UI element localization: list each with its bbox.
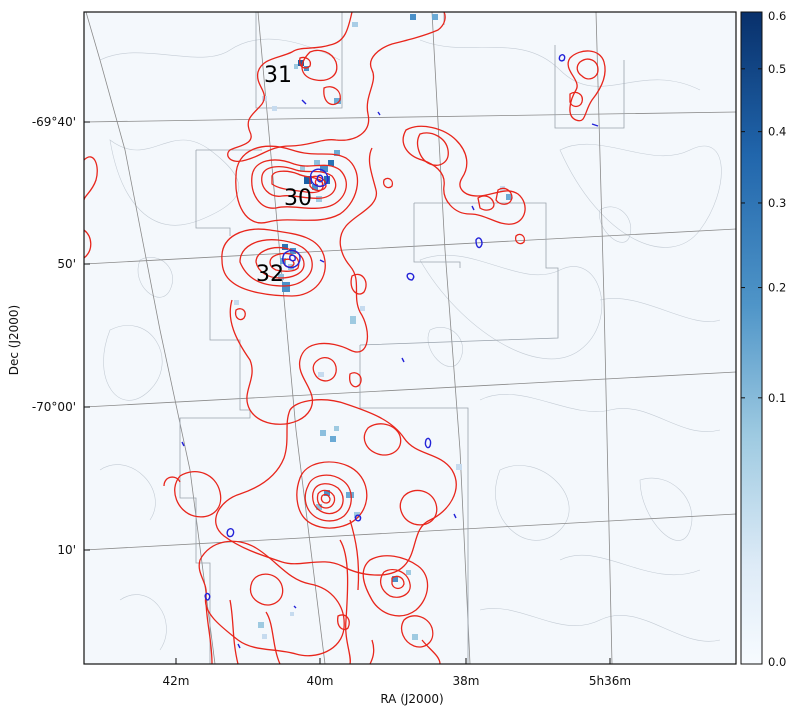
colorbar-tick-label: 0.5 <box>768 62 786 76</box>
region-label-32: 32 <box>256 262 284 287</box>
colorbar-tick-label: 0.6 <box>768 9 786 23</box>
colorbar-tick-label: 0.0 <box>768 655 786 669</box>
blue-contours <box>181 54 599 649</box>
ra-tick-labels: 42m 40m 38m 5h36m <box>163 674 632 688</box>
colorbar-tick-label: 0.4 <box>768 125 786 139</box>
map-background <box>84 12 736 664</box>
y-axis-title: Dec (J2000) <box>7 305 21 375</box>
colorbar-tick-label: 0.1 <box>768 391 786 405</box>
colorbar-ticks: 0.6 0.5 0.4 0.3 0.2 0.1 0.0 <box>741 9 786 669</box>
red-contours <box>84 12 606 664</box>
region-labels: 31 30 32 <box>256 63 312 287</box>
region-label-30: 30 <box>284 186 312 211</box>
axis-ticks <box>84 121 611 664</box>
colorbar: 0.6 0.5 0.4 0.3 0.2 0.1 0.0 <box>740 9 786 669</box>
ra-tick-label: 40m <box>307 674 334 688</box>
dec-tick-label: -69°40' <box>32 115 76 129</box>
map-panel: 31 30 32 42m 40m 38m 5h36m -69°4 <box>7 11 737 706</box>
dec-tick-label: 50' <box>57 257 76 271</box>
dec-tick-label: 10' <box>57 543 76 557</box>
ra-tick-label: 38m <box>453 674 480 688</box>
ra-tick-label: 42m <box>163 674 190 688</box>
map-frame <box>83 11 737 665</box>
colorbar-tick-label: 0.3 <box>768 196 786 210</box>
dec-tick-label: -70°00' <box>32 400 76 414</box>
ra-tick-label: 5h36m <box>589 674 631 688</box>
colorbar-gradient <box>740 11 763 665</box>
region-label-31: 31 <box>264 63 292 88</box>
background-contours <box>99 38 722 651</box>
x-axis-title: RA (J2000) <box>380 692 443 706</box>
colorbar-tick-label: 0.2 <box>768 281 786 295</box>
dec-tick-labels: -69°40' 50' -70°00' 10' <box>32 115 76 557</box>
coordinate-grid <box>84 12 736 664</box>
